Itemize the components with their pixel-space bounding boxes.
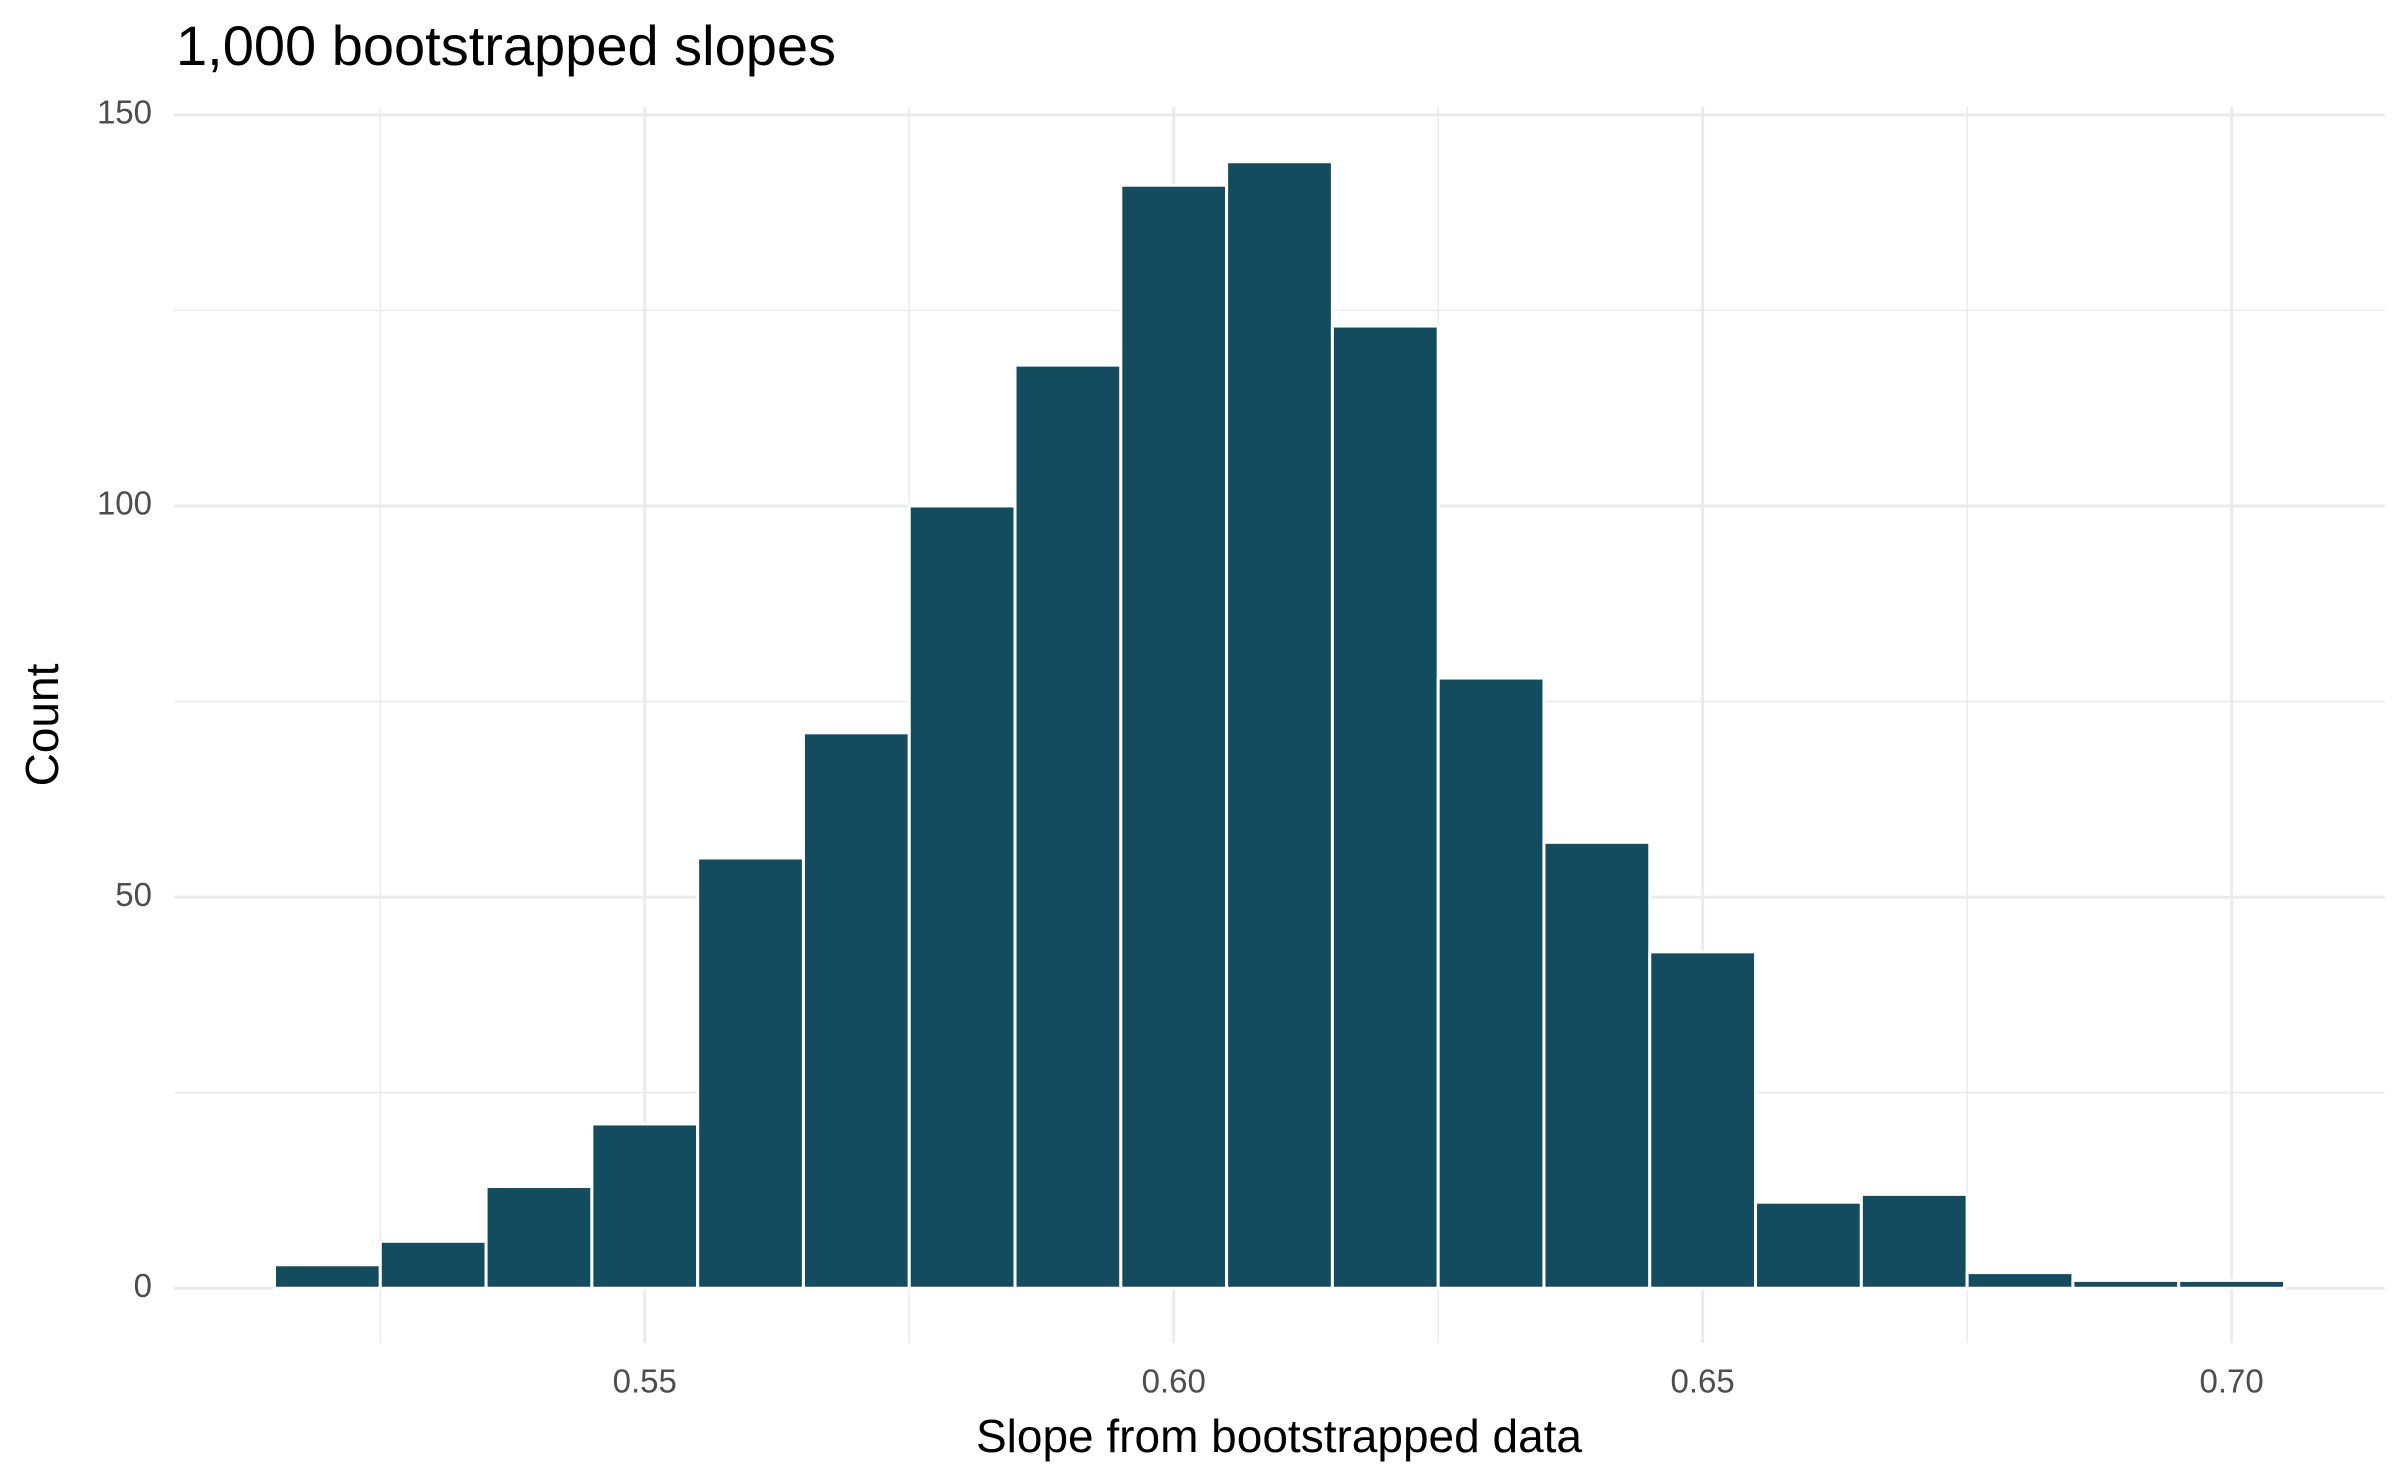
chart-title: 1,000 bootstrapped slopes xyxy=(176,14,836,77)
bar xyxy=(1859,1192,1969,1290)
bar xyxy=(696,856,805,1290)
bar xyxy=(590,1122,700,1290)
bars xyxy=(273,160,2286,1290)
y-tick-label: 100 xyxy=(97,485,152,522)
bar xyxy=(1648,950,1758,1290)
bar xyxy=(1542,840,1652,1290)
bar xyxy=(1119,183,1229,1290)
y-tick-label: 50 xyxy=(115,876,152,913)
y-tick-label: 0 xyxy=(134,1267,152,1304)
bar xyxy=(1436,676,1546,1290)
bar xyxy=(1330,324,1440,1290)
bar xyxy=(484,1185,594,1290)
x-axis-title: Slope from bootstrapped data xyxy=(976,1410,1582,1462)
y-tick-label: 150 xyxy=(97,94,152,131)
bar xyxy=(1013,363,1123,1290)
x-tick-label: 0.70 xyxy=(2199,1363,2263,1400)
bar xyxy=(378,1239,488,1290)
y-axis-title: Count xyxy=(16,663,68,786)
bar xyxy=(1965,1271,2075,1290)
x-tick-label: 0.55 xyxy=(613,1363,677,1400)
bar xyxy=(1754,1200,1863,1290)
bar xyxy=(2071,1278,2181,1290)
bar xyxy=(1225,160,1334,1290)
x-tick-label: 0.65 xyxy=(1671,1363,1735,1400)
bar xyxy=(907,504,1017,1290)
bar xyxy=(801,731,911,1290)
bar xyxy=(2177,1278,2286,1290)
x-tick-label: 0.60 xyxy=(1142,1363,1206,1400)
bar xyxy=(273,1263,382,1290)
